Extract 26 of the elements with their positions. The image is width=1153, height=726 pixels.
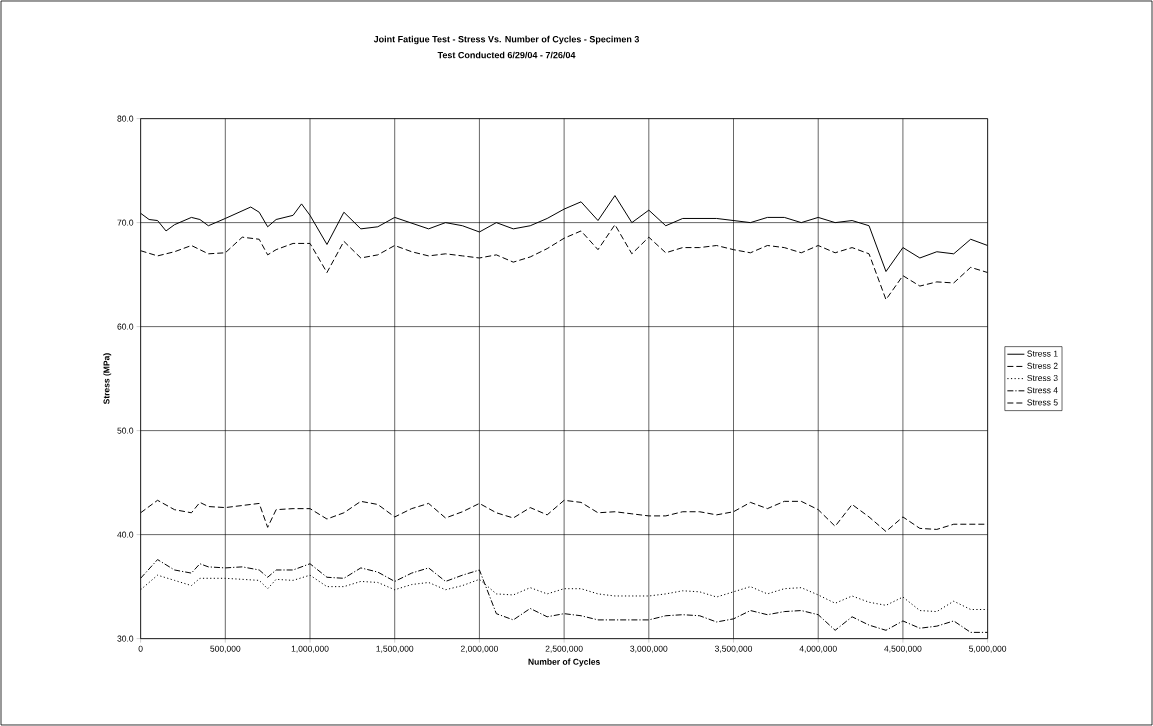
legend-label: Stress 1 (1027, 350, 1058, 357)
x-tick-label: 0 (138, 645, 143, 652)
x-tick-label: 2,500,000 (545, 645, 583, 653)
x-tick-label: 1,500,000 (376, 645, 414, 653)
y-axis-title: Stress (MPa) (103, 353, 112, 405)
legend-label: Stress 3 (1027, 375, 1058, 382)
x-tick-label: 3,500,000 (714, 645, 753, 653)
y-tick-label: 80.0 (117, 115, 134, 122)
chart-subtitle: Test Conducted 6/29/04 - 7/26/04 (437, 51, 576, 59)
x-tick-label: 4,000,000 (799, 645, 837, 653)
y-tick-label: 30.0 (117, 635, 134, 642)
x-tick-label: 4,500,000 (884, 645, 922, 653)
x-tick-label: 3,000,000 (630, 645, 668, 653)
y-tick-label: 40.0 (117, 531, 134, 538)
x-tick-label: 1,000,000 (291, 645, 329, 653)
x-tick-label: 5,000,000 (969, 645, 1007, 653)
y-tick-label: 70.0 (117, 219, 134, 226)
x-tick-label: 2,000,000 (460, 645, 498, 653)
legend-label: Stress 2 (1027, 362, 1058, 369)
chart-title: Joint Fatigue Test - Stress Vs. Number of Cycles - Specimen 3 (373, 35, 640, 45)
x-tick-label: 500,000 (210, 645, 241, 653)
legend-label: Stress 5 (1027, 399, 1058, 406)
x-axis-title: Number of Cycles (528, 658, 600, 667)
y-tick-label: 60.0 (117, 323, 134, 330)
legend-label: Stress 4 (1027, 387, 1058, 394)
y-tick-label: 50.0 (117, 427, 134, 434)
